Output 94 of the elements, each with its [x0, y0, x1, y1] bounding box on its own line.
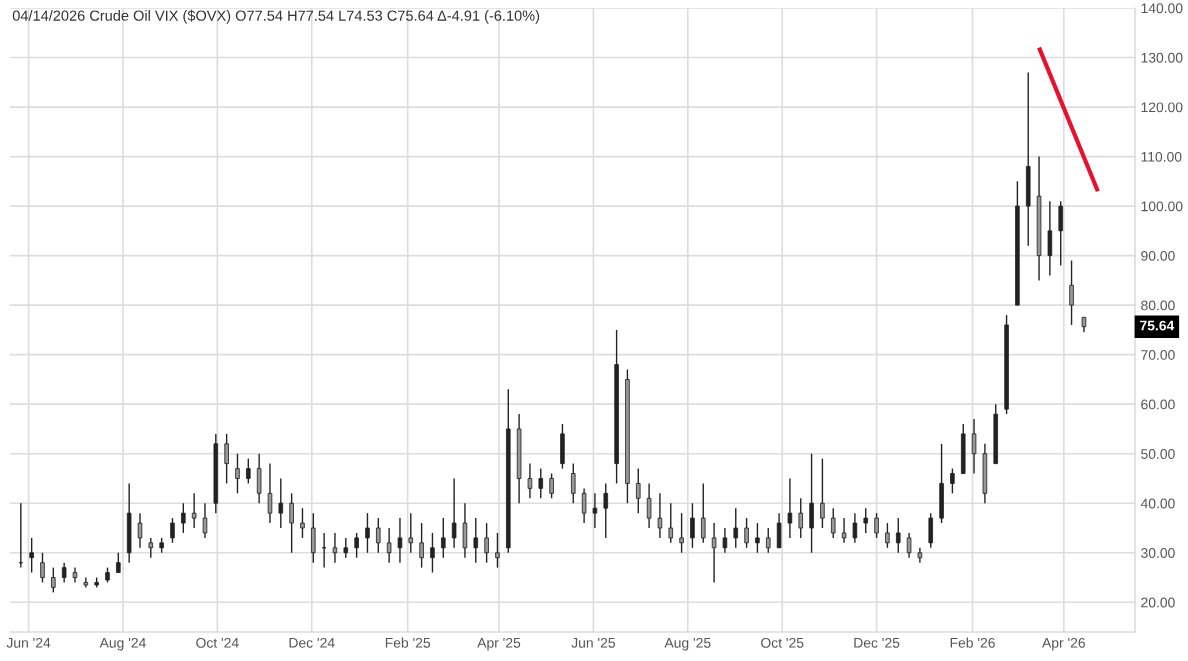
candlestick — [722, 527, 728, 554]
candlestick — [581, 487, 587, 524]
candlestick — [376, 517, 381, 554]
candlestick — [289, 492, 294, 554]
y-tick-label: 30.00 — [1141, 548, 1175, 558]
candlestick — [646, 482, 652, 529]
candlestick — [841, 517, 847, 544]
y-tick-label: 120.00 — [1141, 102, 1183, 113]
y-tick-label: 140.00 — [1141, 3, 1183, 14]
candlestick — [451, 477, 457, 549]
candlestick — [711, 522, 717, 584]
candlestick — [820, 457, 825, 529]
candlestick — [679, 512, 684, 554]
y-tick-label: 60.00 — [1141, 399, 1175, 410]
candlestick — [495, 532, 500, 569]
candlestick — [700, 482, 706, 544]
candlestick — [874, 512, 879, 539]
y-tick-label: 20.00 — [1141, 597, 1175, 608]
candlestick — [863, 507, 869, 534]
candlestick — [744, 517, 749, 549]
candlestick — [830, 507, 836, 539]
candlestick — [657, 492, 663, 539]
x-tick-label: Oct '25 — [761, 637, 804, 648]
text: 75.64 — [1140, 320, 1175, 331]
candlestick — [300, 507, 305, 539]
candlestick — [148, 537, 154, 559]
candlestick — [343, 537, 349, 559]
y-tick-label: 110.00 — [1141, 151, 1182, 162]
candlestick — [116, 552, 121, 574]
candlestick — [787, 477, 793, 539]
candlestick — [571, 462, 576, 504]
candlestick — [950, 467, 955, 495]
candlestick — [895, 517, 901, 554]
x-tick-label: Oct '24 — [196, 637, 239, 648]
candlestick — [354, 532, 359, 559]
candlestick — [29, 537, 34, 574]
candlestick — [419, 522, 424, 569]
chart-title: 04/14/2026 Crude Oil VIX ($OVX) O77.54 H77.54 L74.53 C75.64 Δ-4.91 (-6.10%) — [12, 9, 540, 24]
candlestick — [224, 433, 229, 485]
x-tick-label: Aug '25 — [664, 637, 711, 651]
candlestick — [51, 566, 56, 594]
candlestick — [484, 522, 489, 564]
candlestick — [441, 517, 446, 559]
candlestick — [267, 462, 273, 524]
candlestick — [386, 527, 392, 564]
x-tick-label: Dec '25 — [854, 637, 900, 648]
x-tick-label: Dec '24 — [289, 637, 335, 648]
candlestick — [246, 457, 251, 485]
candlestick — [635, 467, 641, 514]
candlestick — [527, 462, 533, 499]
candlestick — [906, 532, 912, 559]
x-tick-label: Feb '25 — [385, 637, 431, 648]
y-tick-label: 70.00 — [1141, 350, 1175, 360]
candlestick — [430, 532, 435, 574]
x-tick-label: Aug '24 — [99, 637, 146, 651]
x-tick-label: Jun '25 — [571, 637, 615, 648]
candlestick — [971, 418, 977, 475]
candlestick — [733, 507, 739, 549]
candlestick — [592, 492, 598, 529]
y-tick-label: 80.00 — [1141, 300, 1175, 311]
candlestick — [397, 517, 403, 564]
candlestick — [473, 517, 479, 564]
candlestick — [365, 512, 370, 554]
candlestick — [61, 561, 67, 584]
candlestick — [170, 517, 175, 544]
candlestick — [538, 467, 544, 499]
y-tick-label: 130.00 — [1141, 52, 1183, 63]
candlestick — [40, 552, 45, 584]
candlestick — [852, 512, 858, 544]
candlestick — [408, 512, 414, 554]
candlestick — [181, 502, 186, 534]
y-tick-label: 40.00 — [1140, 498, 1175, 509]
y-tick-label: 90.00 — [1141, 250, 1175, 261]
candlestick — [549, 472, 554, 499]
y-tick-label: 100.00 — [1141, 201, 1183, 212]
candlestick — [202, 502, 208, 539]
candlestick — [798, 497, 804, 539]
x-tick-label: Jun '24 — [6, 637, 51, 648]
candlestick — [755, 522, 760, 554]
candlestick — [235, 453, 240, 495]
x-tick-label: Feb '26 — [950, 637, 995, 648]
candlestick — [765, 527, 771, 554]
candlestick — [191, 492, 197, 529]
candlestick — [1069, 259, 1074, 326]
x-tick-label: Apr '26 — [1042, 637, 1085, 651]
candlestick — [603, 482, 609, 539]
candlestick — [278, 477, 284, 529]
y-tick-label: 50.00 — [1141, 449, 1175, 459]
candlestick — [690, 502, 695, 549]
x-tick-label: Apr '25 — [477, 637, 521, 651]
candlestick — [885, 522, 890, 549]
candlestick — [137, 512, 143, 549]
candlestick — [332, 532, 338, 564]
candlestick — [668, 502, 674, 544]
